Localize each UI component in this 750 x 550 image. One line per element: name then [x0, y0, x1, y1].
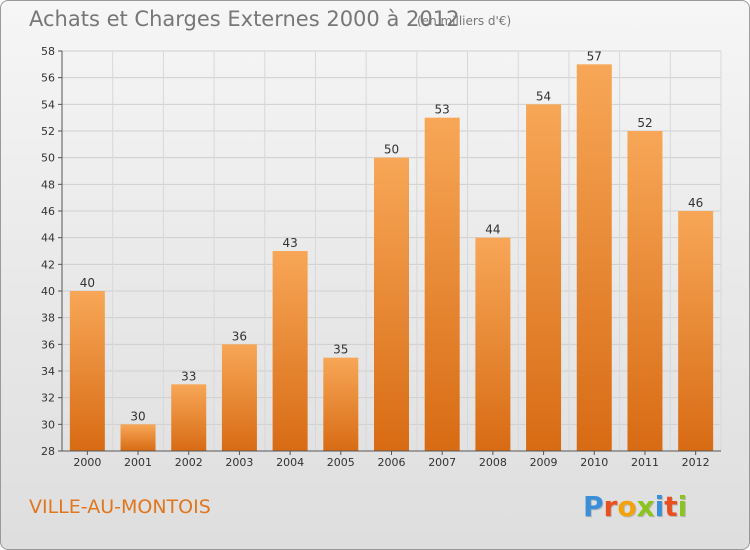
- axes: 28 30 32 34 36 38 40 42 44 46 48 50 52 54 56 58 2000 2001…: [41, 45, 721, 469]
- bar-value-label: 35: [333, 343, 348, 357]
- y-tick-label: 44: [41, 232, 55, 245]
- y-tick-label: 58: [41, 45, 55, 58]
- y-tick-label: 48: [41, 178, 55, 191]
- bar: [475, 237, 511, 451]
- y-tick-label: 36: [41, 338, 55, 351]
- logo-letter: r: [603, 490, 618, 523]
- bar: [272, 251, 308, 451]
- chart-title: Achats et Charges Externes 2000 à 2012: [29, 7, 460, 31]
- bar: [526, 104, 562, 451]
- x-tick-label: 2008: [479, 456, 507, 469]
- bar: [69, 291, 105, 451]
- logo-letter: x: [636, 490, 655, 523]
- x-tick-label: 2006: [378, 456, 406, 469]
- bar-value-label: 53: [435, 103, 450, 117]
- y-tick-label: 42: [41, 258, 55, 271]
- bar-value-label: 50: [384, 143, 399, 157]
- y-tick-label: 32: [41, 392, 55, 405]
- y-tick-label: 38: [41, 312, 55, 325]
- bar-value-label: 36: [232, 329, 247, 343]
- chart-unit: (en milliers d'€): [417, 14, 512, 28]
- bar: [678, 211, 714, 451]
- bar-value-label: 54: [536, 89, 551, 103]
- x-tick-label: 2009: [530, 456, 558, 469]
- bar: [323, 357, 359, 451]
- x-tick-label: 2005: [327, 456, 355, 469]
- x-tick-label: 2002: [175, 456, 203, 469]
- bar-value-label: 46: [688, 196, 703, 210]
- logo-letter: o: [617, 490, 637, 523]
- bar: [221, 344, 257, 451]
- bar-value-label: 57: [587, 49, 602, 63]
- bars: 40 30 33 36 43 35 50 53 44 54 57 52 46: [69, 49, 714, 452]
- logo-letter: i: [654, 490, 665, 523]
- x-tick-label: 2011: [631, 456, 659, 469]
- y-tick-label: 52: [41, 125, 55, 138]
- bar-value-label: 52: [637, 116, 652, 130]
- x-tick-label: 2000: [73, 456, 101, 469]
- bar: [171, 384, 207, 451]
- x-tick-label: 2010: [580, 456, 608, 469]
- y-tick-label: 40: [41, 285, 55, 298]
- x-tick-label: 2012: [682, 456, 710, 469]
- bar: [374, 157, 409, 451]
- bar: [627, 131, 663, 451]
- bar: [576, 64, 612, 452]
- x-tick-label: 2001: [124, 456, 152, 469]
- y-tick-label: 50: [41, 152, 55, 165]
- y-tick-label: 28: [41, 445, 55, 458]
- logo-letter: i: [677, 490, 688, 523]
- y-tick-label: 30: [41, 418, 55, 431]
- y-tick-label: 56: [41, 72, 55, 85]
- proxiti-logo[interactable]: Proxiti: [583, 490, 687, 523]
- bar-value-label: 43: [282, 236, 297, 250]
- commune-name: VILLE-AU-MONTOIS: [29, 496, 211, 518]
- logo-letter: t: [664, 490, 678, 523]
- bar: [424, 117, 460, 452]
- bar-value-label: 40: [80, 276, 95, 290]
- logo-letter: P: [583, 490, 604, 523]
- x-tick-label: 2003: [225, 456, 253, 469]
- bar-value-label: 44: [485, 223, 500, 237]
- x-tick-label: 2007: [428, 456, 456, 469]
- y-tick-label: 34: [41, 365, 55, 378]
- y-tick-label: 46: [41, 205, 55, 218]
- bar-value-label: 33: [181, 369, 196, 383]
- x-tick-label: 2004: [276, 456, 304, 469]
- y-tick-label: 54: [41, 98, 55, 111]
- bar: [120, 424, 156, 451]
- bar-value-label: 30: [130, 409, 145, 423]
